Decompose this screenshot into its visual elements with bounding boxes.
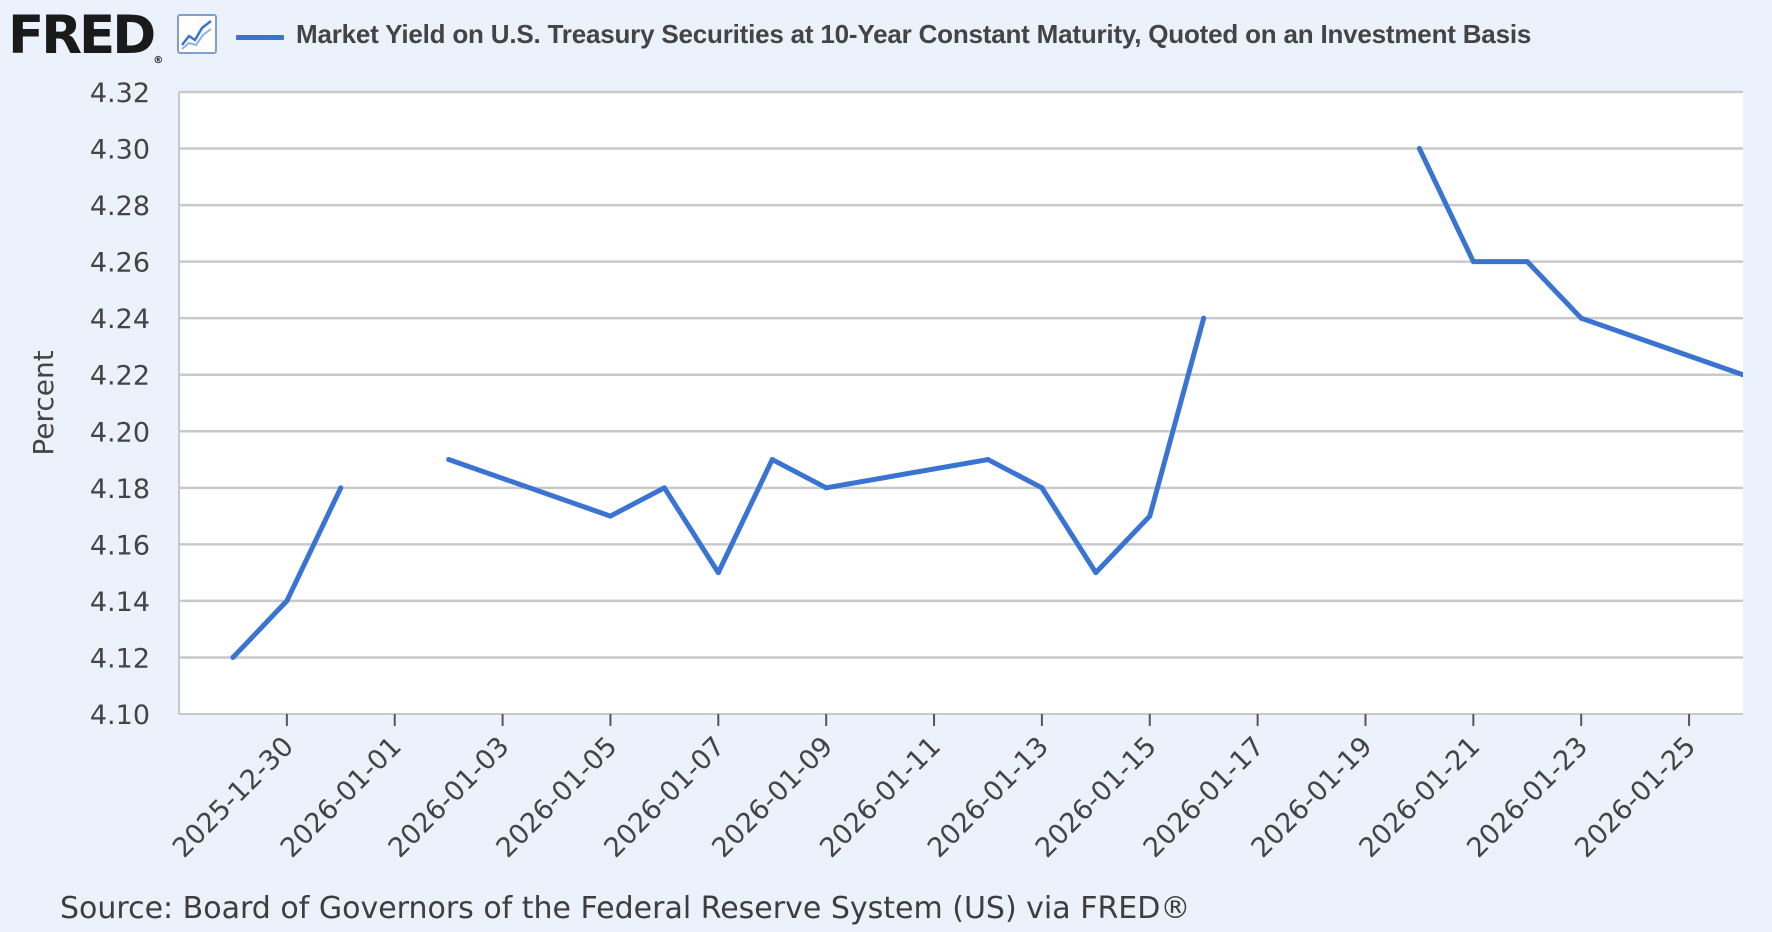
data-point — [230, 654, 236, 660]
line-graph-icon — [177, 14, 217, 54]
y-tick-label: 4.16 — [90, 530, 150, 561]
data-point — [715, 570, 721, 576]
series-line-group — [230, 146, 1743, 660]
chart-header: FRED® Market Yield on U.S. Treasury Secu… — [0, 0, 1772, 80]
y-tick-label: 4.20 — [90, 417, 150, 448]
y-tick-label: 4.26 — [90, 248, 150, 279]
data-point — [1039, 485, 1045, 491]
data-point — [446, 457, 452, 463]
y-tick-label: 4.12 — [90, 643, 150, 674]
data-point — [1201, 315, 1207, 321]
data-point — [1578, 315, 1584, 321]
fred-logo-text: FRED — [8, 5, 156, 66]
data-point — [338, 485, 344, 491]
data-point — [1147, 513, 1153, 519]
fred-logo[interactable]: FRED® — [8, 4, 163, 68]
data-point — [985, 457, 991, 463]
y-tick-label: 4.14 — [90, 587, 150, 618]
y-tick-label: 4.22 — [90, 361, 150, 392]
y-tick-label: 4.24 — [90, 304, 150, 335]
y-axis-label: Percent — [27, 350, 60, 455]
data-point — [661, 485, 667, 491]
source-note: Source: Board of Governors of the Federa… — [60, 891, 1191, 926]
y-tick-label: 4.18 — [90, 474, 150, 505]
data-point — [1740, 372, 1743, 378]
plot-area — [179, 92, 1743, 714]
y-tick-label: 4.28 — [90, 191, 150, 222]
y-tick-label: 4.10 — [90, 700, 150, 731]
data-point — [1524, 259, 1530, 265]
series-title: Market Yield on U.S. Treasury Securities… — [296, 19, 1532, 49]
y-tick-label: 4.32 — [90, 78, 150, 109]
x-axis-ticks: 2025-12-302026-01-012026-01-032026-01-05… — [167, 714, 1702, 864]
data-point — [1416, 146, 1422, 152]
data-point — [1470, 259, 1476, 265]
data-point — [284, 598, 290, 604]
line-chart: 4.10 4.12 4.14 4.16 4.18 4.20 4.22 4.24 4.26 4.28… — [27, 78, 1743, 864]
y-axis-ticks: 4.10 4.12 4.14 4.16 4.18 4.20 4.22 4.24 4.26 4.28… — [90, 78, 150, 731]
y-tick-label: 4.30 — [90, 135, 150, 166]
data-point — [607, 513, 613, 519]
registered-mark: ® — [153, 55, 164, 66]
legend-swatch — [236, 35, 284, 40]
data-point — [1093, 570, 1099, 576]
data-point — [823, 485, 829, 491]
gridlines — [178, 90, 1743, 715]
data-point — [769, 457, 775, 463]
